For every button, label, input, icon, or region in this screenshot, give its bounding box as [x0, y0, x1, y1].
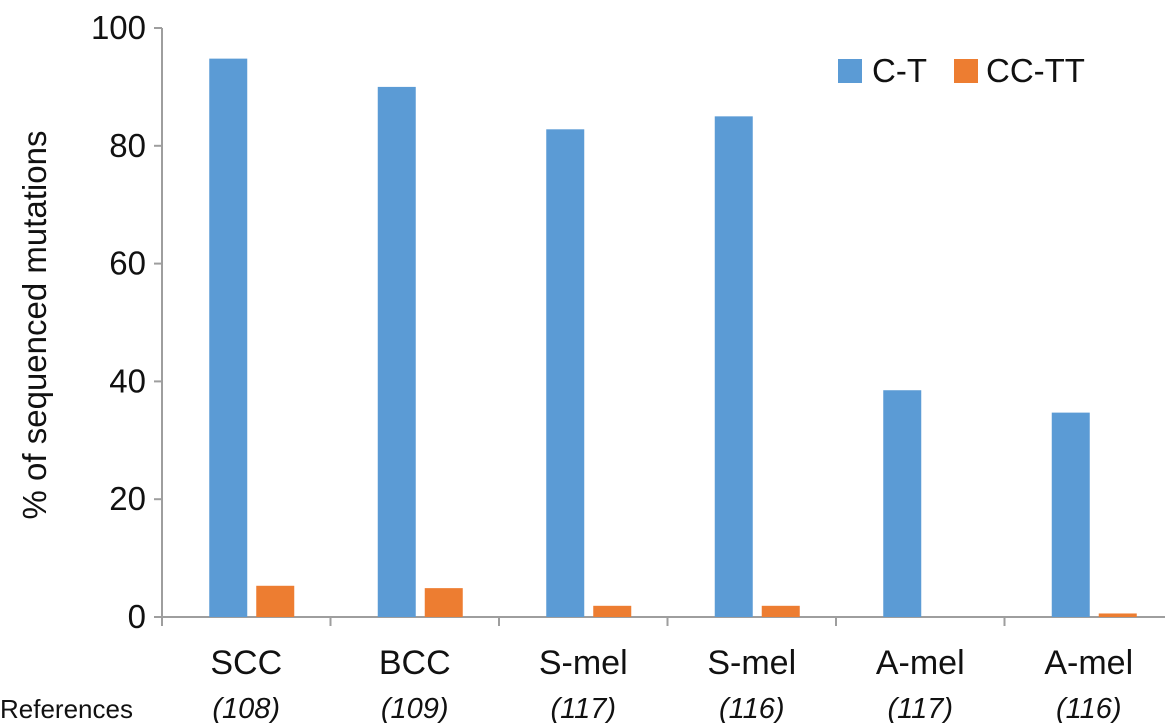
reference-label: (116)	[719, 693, 785, 723]
x-category-label: A-mel	[876, 644, 965, 682]
bar-c-t-0	[209, 58, 248, 618]
x-category-label: BCC	[379, 644, 451, 682]
legend: C-T CC-TT	[838, 52, 1085, 89]
legend-swatch-c-t	[838, 59, 862, 83]
x-category-label: SCC	[210, 644, 282, 682]
legend-label-cc-tt: CC-TT	[986, 52, 1085, 89]
y-tick-label: 60	[109, 245, 146, 282]
x-category-label: A-mel	[1044, 644, 1133, 682]
bar-c-t-3	[714, 116, 753, 617]
reference-label: (108)	[212, 693, 280, 723]
x-category-label: S-mel	[707, 644, 796, 682]
y-axis-title: % of sequenced mutations	[16, 131, 53, 520]
y-tick-label: 0	[128, 598, 146, 635]
bar-cc-tt-5	[1098, 613, 1137, 617]
reference-label: (117)	[887, 693, 953, 723]
reference-label: (116)	[1056, 693, 1122, 723]
labels: 0 20 40 60 80 100 SCC (108) BCC (109) S-mel (117) S-…	[91, 9, 1133, 723]
bar-cc-tt-0	[256, 585, 295, 617]
bars	[209, 58, 1137, 618]
bar-cc-tt-2	[593, 605, 632, 617]
y-tick-label: 80	[109, 127, 146, 164]
bar-c-t-4	[883, 390, 922, 617]
legend-swatch-cc-tt	[954, 59, 978, 83]
y-tick-label: 40	[109, 362, 146, 399]
x-category-label: S-mel	[539, 644, 628, 682]
y-tick-label: 20	[109, 480, 146, 517]
legend-label-c-t: C-T	[872, 52, 927, 89]
bar-cc-tt-1	[424, 588, 463, 617]
bar-c-t-5	[1051, 412, 1090, 617]
reference-label: (117)	[550, 693, 616, 723]
reference-label: (109)	[381, 693, 449, 723]
references-label: References	[0, 694, 133, 723]
axes	[154, 27, 1165, 626]
bar-cc-tt-3	[761, 605, 800, 617]
bar-c-t-1	[377, 86, 416, 617]
bar-c-t-2	[546, 129, 585, 618]
y-tick-label: 100	[91, 9, 146, 46]
